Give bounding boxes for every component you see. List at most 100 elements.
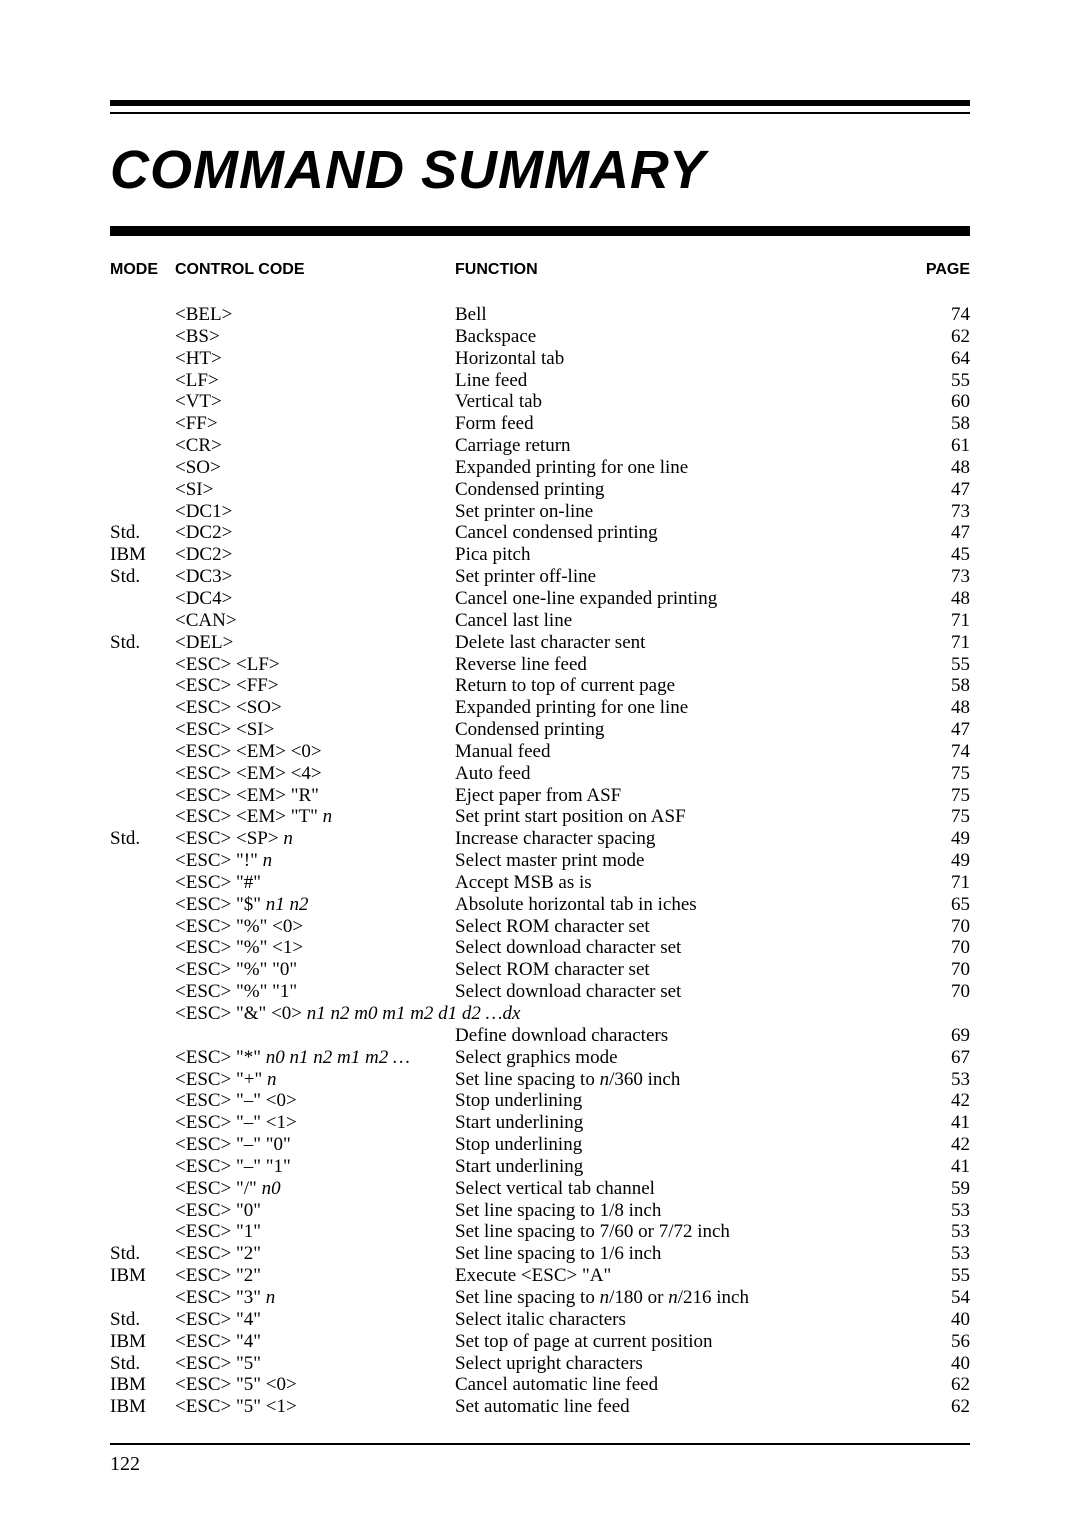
cell-code <box>175 1025 455 1047</box>
cell-page: 48 <box>910 588 970 610</box>
cell-code: <BS> <box>175 326 455 348</box>
cell-function: Line feed <box>455 370 910 392</box>
cell-page: 47 <box>910 719 970 741</box>
cell-function: Form feed <box>455 413 910 435</box>
cell-code: <ESC> <EM> "R" <box>175 785 455 807</box>
cell-page: 53 <box>910 1200 970 1222</box>
cell-mode <box>110 675 175 697</box>
cell-function: Auto feed <box>455 763 910 785</box>
cell-page: 73 <box>910 566 970 588</box>
table-row: <LF>Line feed55 <box>110 370 970 392</box>
cell-code: <SI> <box>175 479 455 501</box>
cell-code: <SO> <box>175 457 455 479</box>
cell-function: Accept MSB as is <box>455 872 910 894</box>
cell-function: Select download character set <box>455 937 910 959</box>
cell-code: <ESC> <SI> <box>175 719 455 741</box>
cell-code: <ESC> "2" <box>175 1265 455 1287</box>
cell-function: Expanded printing for one line <box>455 457 910 479</box>
cell-page: 55 <box>910 1265 970 1287</box>
cell-code: <ESC> "5" <1> <box>175 1396 455 1418</box>
cell-mode <box>110 479 175 501</box>
cell-mode <box>110 1287 175 1309</box>
cell-mode <box>110 1200 175 1222</box>
table-row: <ESC> "–" <0>Stop underlining42 <box>110 1090 970 1112</box>
cell-code: <LF> <box>175 370 455 392</box>
table-row: <ESC> "%" <0>Select ROM character set70 <box>110 916 970 938</box>
cell-function: Set line spacing to n/360 inch <box>455 1069 910 1091</box>
rule-bottom <box>110 1443 970 1445</box>
cell-page: 64 <box>910 348 970 370</box>
cell-page: 74 <box>910 304 970 326</box>
table-row: Std.<ESC> "2"Set line spacing to 1/6 inc… <box>110 1243 970 1265</box>
table-row: <BEL>Bell74 <box>110 304 970 326</box>
cell-code: <CAN> <box>175 610 455 632</box>
cell-page: 70 <box>910 916 970 938</box>
cell-function: Select italic characters <box>455 1309 910 1331</box>
cell-function: Cancel condensed printing <box>455 522 910 544</box>
page-title: COMMAND SUMMARY <box>110 139 970 201</box>
cell-function: Backspace <box>455 326 910 348</box>
cell-mode <box>110 763 175 785</box>
table-row: Std.<ESC> "4"Select italic characters40 <box>110 1309 970 1331</box>
cell-code: <ESC> "%" <1> <box>175 937 455 959</box>
cell-mode <box>110 1003 175 1025</box>
cell-function: Horizontal tab <box>455 348 910 370</box>
cell-mode: IBM <box>110 1396 175 1418</box>
table-row: <ESC> <FF>Return to top of current page5… <box>110 675 970 697</box>
cell-function: Absolute horizontal tab in iches <box>455 894 910 916</box>
cell-mode <box>110 457 175 479</box>
cell-code: <ESC> "/" n0 <box>175 1178 455 1200</box>
table-row: <ESC> <LF>Reverse line feed55 <box>110 654 970 676</box>
table-row: <ESC> "/" n0Select vertical tab channel5… <box>110 1178 970 1200</box>
table-row: <ESC> "1"Set line spacing to 7/60 or 7/7… <box>110 1221 970 1243</box>
table-row: <HT>Horizontal tab64 <box>110 348 970 370</box>
cell-page: 71 <box>910 610 970 632</box>
cell-page: 70 <box>910 981 970 1003</box>
cell-mode <box>110 872 175 894</box>
cell-mode <box>110 326 175 348</box>
table-row: IBM<ESC> "5" <0>Cancel automatic line fe… <box>110 1374 970 1396</box>
cell-page: 54 <box>910 1287 970 1309</box>
page-number: 122 <box>110 1453 970 1476</box>
cell-page: 75 <box>910 763 970 785</box>
cell-page: 58 <box>910 413 970 435</box>
cell-mode <box>110 959 175 981</box>
cell-code: <BEL> <box>175 304 455 326</box>
table-row: Std.<ESC> <SP> nIncrease character spaci… <box>110 828 970 850</box>
cell-page: 74 <box>910 741 970 763</box>
cell-mode: Std. <box>110 1353 175 1375</box>
table-row: <ESC> "#"Accept MSB as is71 <box>110 872 970 894</box>
command-table: <BEL>Bell74<BS>Backspace62<HT>Horizontal… <box>110 304 970 1418</box>
cell-code: <ESC> "2" <box>175 1243 455 1265</box>
table-row: <ESC> <EM> "R"Eject paper from ASF75 <box>110 785 970 807</box>
cell-function: Reverse line feed <box>455 654 910 676</box>
cell-code: <ESC> "%" <0> <box>175 916 455 938</box>
cell-function: Return to top of current page <box>455 675 910 697</box>
cell-code: <ESC> "&" <0> n1 n2 m0 m1 m2 d1 d2 …dx <box>175 1003 970 1025</box>
cell-function: Start underlining <box>455 1156 910 1178</box>
cell-page: 71 <box>910 632 970 654</box>
cell-page: 42 <box>910 1090 970 1112</box>
cell-code: <DC1> <box>175 501 455 523</box>
cell-function: Cancel last line <box>455 610 910 632</box>
cell-function: Cancel one-line expanded printing <box>455 588 910 610</box>
cell-code: <ESC> "5" <box>175 1353 455 1375</box>
cell-function: Bell <box>455 304 910 326</box>
rule-top-thick <box>110 100 970 106</box>
cell-code: <FF> <box>175 413 455 435</box>
cell-mode: IBM <box>110 1331 175 1353</box>
cell-page: 60 <box>910 391 970 413</box>
cell-function: Cancel automatic line feed <box>455 1374 910 1396</box>
cell-function: Increase character spacing <box>455 828 910 850</box>
cell-code: <VT> <box>175 391 455 413</box>
table-row: <ESC> "–" "0"Stop underlining42 <box>110 1134 970 1156</box>
table-header: MODE CONTROL CODE FUNCTION PAGE <box>110 261 970 279</box>
cell-page: 55 <box>910 370 970 392</box>
table-row: <DC4>Cancel one-line expanded printing48 <box>110 588 970 610</box>
table-row: <ESC> "0"Set line spacing to 1/8 inch53 <box>110 1200 970 1222</box>
cell-page: 62 <box>910 326 970 348</box>
cell-mode: IBM <box>110 544 175 566</box>
cell-page: 40 <box>910 1353 970 1375</box>
table-row: <ESC> "&" <0> n1 n2 m0 m1 m2 d1 d2 …dx <box>110 1003 970 1025</box>
cell-function: Delete last character sent <box>455 632 910 654</box>
